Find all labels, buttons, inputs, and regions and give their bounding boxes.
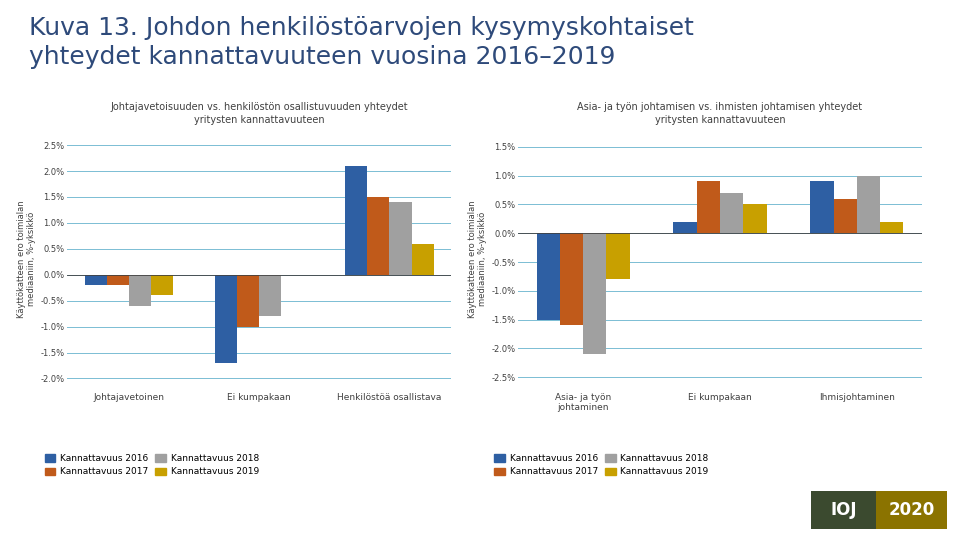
- Legend: Kannattavuus 2016, Kannattavuus 2017, Kannattavuus 2018, Kannattavuus 2019: Kannattavuus 2016, Kannattavuus 2017, Ka…: [491, 450, 712, 480]
- Bar: [674, 222, 697, 233]
- Bar: [237, 275, 259, 327]
- Text: 2020: 2020: [888, 501, 935, 519]
- Bar: [129, 275, 151, 306]
- Bar: [259, 275, 281, 316]
- Title: Johtajavetoisuuden vs. henkilöstön osallistuvuuden yhteydet
yritysten kannattavu: Johtajavetoisuuden vs. henkilöstön osall…: [110, 102, 408, 125]
- Bar: [346, 166, 368, 275]
- Bar: [368, 197, 390, 275]
- Y-axis label: Käyttökatteen ero toimialan
mediaaniin, %-yksikkö: Käyttökatteen ero toimialan mediaaniin, …: [468, 200, 488, 318]
- Bar: [810, 181, 833, 233]
- Bar: [84, 275, 107, 285]
- Bar: [743, 205, 766, 233]
- Title: Asia- ja työn johtamisen vs. ihmisten johtamisen yhteydet
yritysten kannattavuut: Asia- ja työn johtamisen vs. ihmisten jo…: [577, 102, 863, 125]
- Bar: [833, 199, 856, 233]
- Bar: [390, 202, 412, 275]
- Bar: [607, 233, 630, 279]
- Bar: [215, 275, 237, 363]
- Y-axis label: Käyttökatteen ero toimialan
mediaaniin, %-yksikkö: Käyttökatteen ero toimialan mediaaniin, …: [16, 200, 36, 318]
- Text: Kuva 13. Johdon henkilöstöarvojen kysymyskohtaiset
yhteydet kannattavuuteen vuos: Kuva 13. Johdon henkilöstöarvojen kysymy…: [29, 16, 694, 69]
- Bar: [584, 233, 607, 354]
- Bar: [720, 193, 743, 233]
- Bar: [880, 222, 903, 233]
- Bar: [697, 181, 720, 233]
- Bar: [412, 244, 434, 275]
- Bar: [151, 275, 173, 295]
- Bar: [537, 233, 560, 320]
- Text: IOJ: IOJ: [830, 501, 857, 519]
- Bar: [856, 176, 880, 233]
- Bar: [560, 233, 584, 326]
- Legend: Kannattavuus 2016, Kannattavuus 2017, Kannattavuus 2018, Kannattavuus 2019: Kannattavuus 2016, Kannattavuus 2017, Ka…: [41, 450, 263, 480]
- Bar: [107, 275, 129, 285]
